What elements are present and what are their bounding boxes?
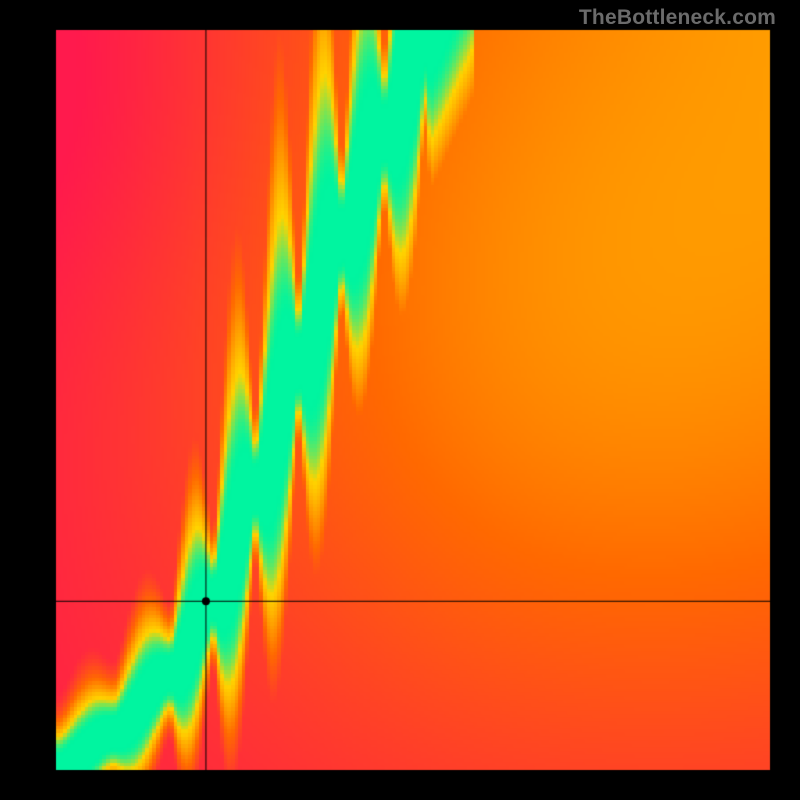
chart-container: TheBottleneck.com xyxy=(0,0,800,800)
heatmap-canvas xyxy=(0,0,800,800)
watermark-text: TheBottleneck.com xyxy=(579,6,776,30)
